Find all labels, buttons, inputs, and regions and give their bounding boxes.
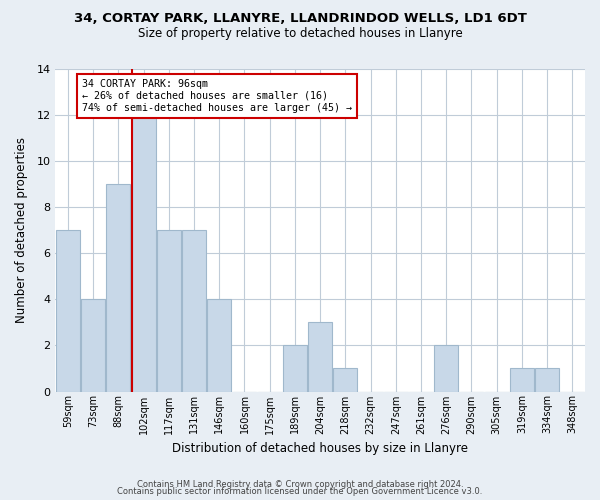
Bar (434, 346, 458, 392)
X-axis label: Distribution of detached houses by size in Llanyre: Distribution of detached houses by size … (172, 442, 468, 455)
Bar (334, 368, 358, 392)
Bar (283, 346, 307, 392)
Bar (56, 230, 80, 392)
Bar (308, 322, 332, 392)
Text: Contains HM Land Registry data © Crown copyright and database right 2024.: Contains HM Land Registry data © Crown c… (137, 480, 463, 489)
Text: 34, CORTAY PARK, LLANYRE, LLANDRINDOD WELLS, LD1 6DT: 34, CORTAY PARK, LLANYRE, LLANDRINDOD WE… (74, 12, 526, 26)
Text: Size of property relative to detached houses in Llanyre: Size of property relative to detached ho… (137, 28, 463, 40)
Bar (106, 184, 130, 392)
Text: 34 CORTAY PARK: 96sqm
← 26% of detached houses are smaller (16)
74% of semi-deta: 34 CORTAY PARK: 96sqm ← 26% of detached … (82, 80, 352, 112)
Bar (81, 300, 105, 392)
Bar (510, 368, 534, 392)
Text: Contains public sector information licensed under the Open Government Licence v3: Contains public sector information licen… (118, 487, 482, 496)
Bar (535, 368, 559, 392)
Bar (157, 230, 181, 392)
Y-axis label: Number of detached properties: Number of detached properties (15, 138, 28, 324)
Bar (131, 115, 155, 392)
Bar (182, 230, 206, 392)
Bar (207, 300, 231, 392)
